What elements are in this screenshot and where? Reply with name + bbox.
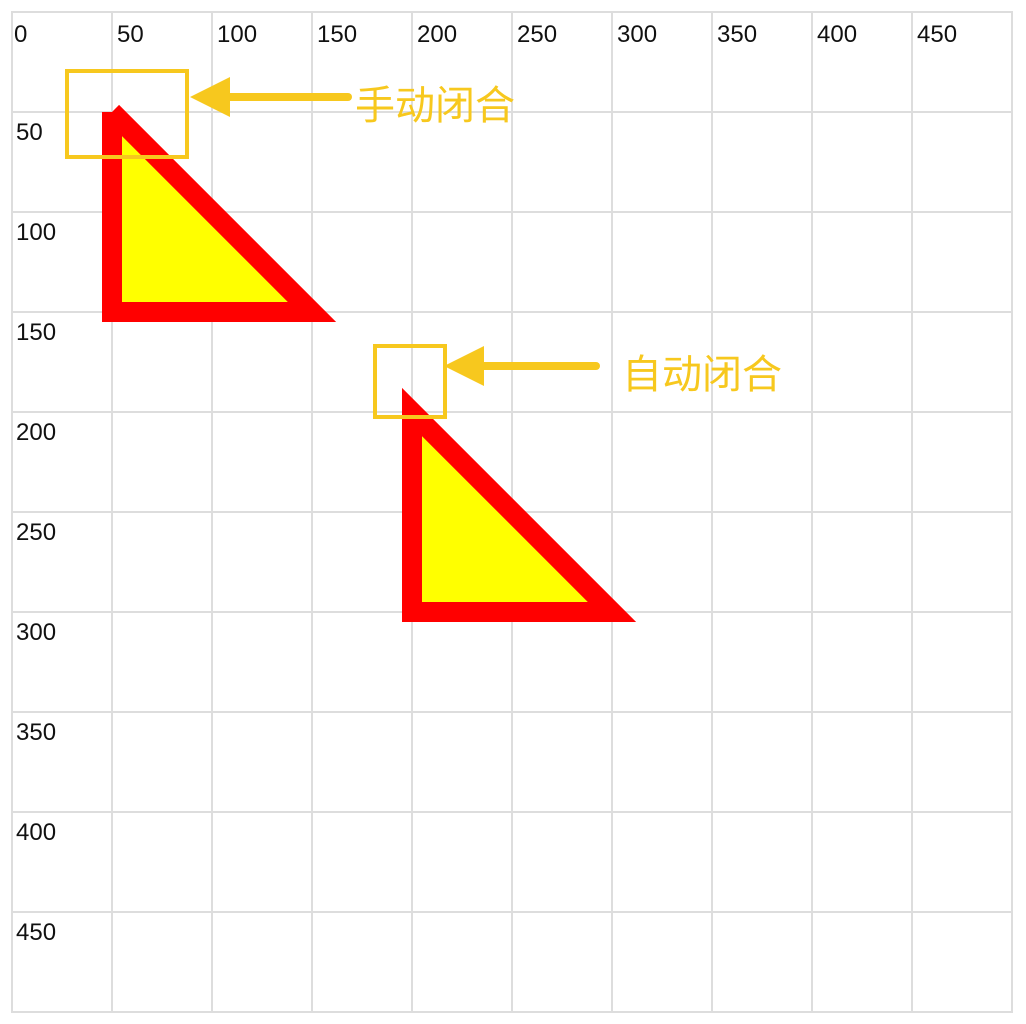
manual-closed-triangle	[102, 104, 337, 322]
y-label: 100	[16, 219, 56, 246]
y-label: 250	[16, 519, 56, 546]
annotation: 自动闭合	[622, 352, 782, 398]
y-label: 50	[16, 119, 43, 146]
y-label: 300	[16, 619, 56, 646]
x-label: 450	[917, 21, 957, 48]
y-label: 350	[16, 719, 56, 746]
x-label: 400	[817, 21, 857, 48]
x-label: 100	[217, 21, 257, 48]
highlight-box	[65, 69, 189, 159]
auto-closed-triangle	[402, 387, 637, 622]
annotation: 手动闭合	[355, 83, 515, 129]
y-label: 150	[16, 319, 56, 346]
x-label: 250	[517, 21, 557, 48]
x-label: 50	[117, 21, 144, 48]
y-label: 400	[16, 819, 56, 846]
grid: 0 50 100 150 200 250 300 350 400 450 50 100 150 200 25…	[11, 11, 1013, 1013]
x-label: 200	[417, 21, 457, 48]
y-label: 200	[16, 419, 56, 446]
y-label: 450	[16, 919, 56, 946]
x-label: 300	[617, 21, 657, 48]
x-label: 350	[717, 21, 757, 48]
x-label: 150	[317, 21, 357, 48]
x-label: 0	[14, 21, 27, 48]
